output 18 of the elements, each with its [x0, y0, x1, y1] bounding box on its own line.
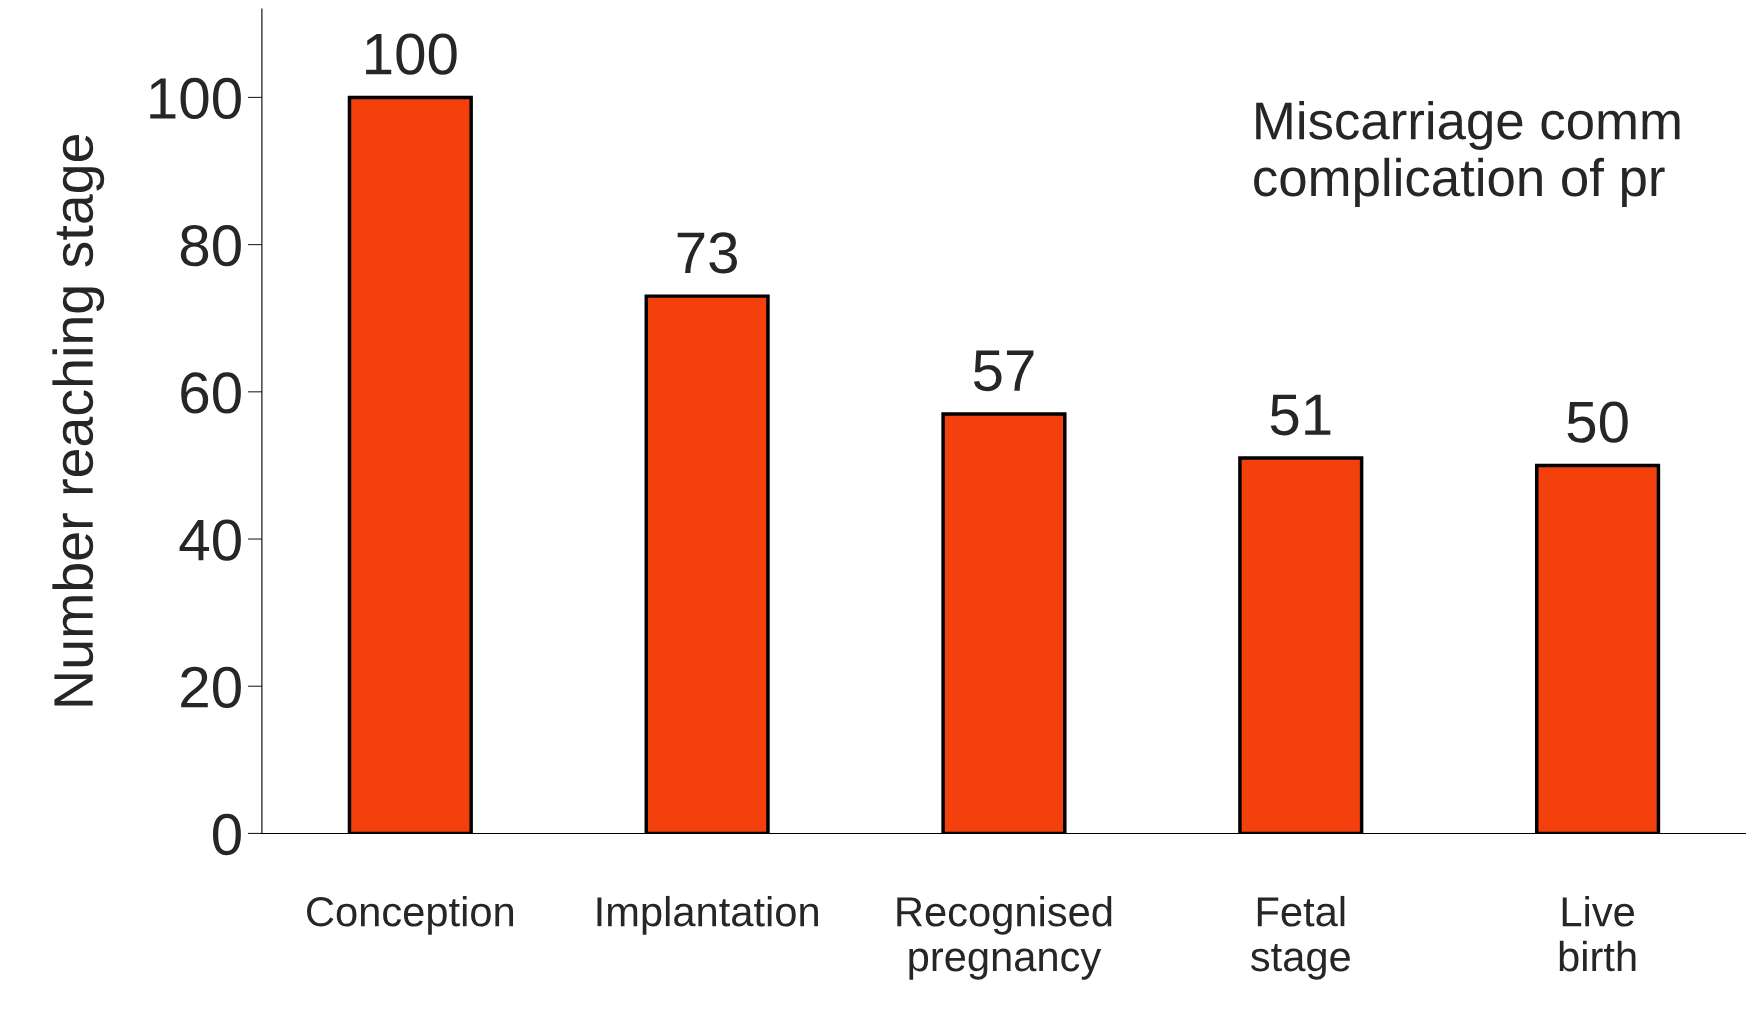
annotation: Miscarriage comm complication of pr	[1254, 100, 1680, 207]
x-tick-label: Recognised pregnancy	[897, 895, 1112, 980]
y-tick-label: 20	[181, 666, 241, 708]
x-tick-label: Fetal stage	[1250, 895, 1350, 980]
y-tick-label: 60	[181, 372, 241, 414]
y-tick-label: 0	[212, 813, 241, 856]
data-label: 50	[1567, 401, 1628, 443]
y-tick-label: 80	[180, 225, 241, 267]
x-tick-label: Implantation	[597, 895, 818, 935]
data-label: 100	[366, 33, 457, 75]
data-label: 73	[677, 232, 738, 274]
y-tick-label: 100	[150, 77, 241, 120]
x-tick-label: Live birth	[1559, 895, 1636, 972]
data-label: 51	[1270, 394, 1331, 436]
data-label: 57	[973, 350, 1034, 392]
y-axis-title: Number reaching stage	[52, 134, 105, 706]
y-tick-label: 40	[179, 519, 241, 561]
x-tick-label: Conception	[307, 895, 514, 935]
